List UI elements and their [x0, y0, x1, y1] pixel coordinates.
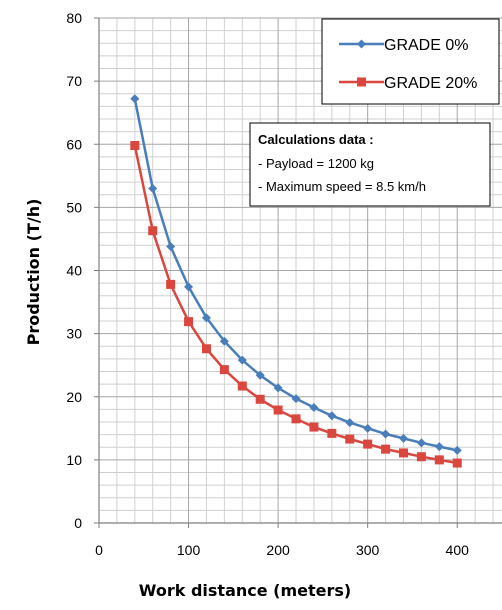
data-point-grade-20	[398, 448, 408, 458]
data-point-grade-20	[219, 365, 229, 375]
data-point-grade-0	[166, 242, 176, 252]
y-tick-label: 30	[66, 326, 82, 342]
axes	[94, 17, 502, 528]
data-point-grade-20	[309, 422, 319, 432]
legend-marker-grade-0	[357, 39, 366, 49]
data-point-grade-0	[363, 423, 373, 433]
data-point-grade-20	[130, 141, 140, 151]
annotation-title: Calculations data :	[258, 132, 374, 147]
y-tick-label: 50	[66, 199, 82, 215]
data-point-grade-20	[201, 344, 211, 354]
y-axis-title: Production (T/h)	[24, 199, 43, 346]
y-tick-label: 20	[66, 389, 82, 405]
data-point-grade-20	[381, 444, 391, 454]
x-tick-label: 200	[266, 542, 290, 558]
annotation-line-speed: - Maximum speed = 8.5 km/h	[258, 179, 426, 194]
data-point-grade-20	[166, 279, 176, 289]
data-point-grade-20	[452, 458, 462, 468]
data-point-grade-0	[452, 445, 462, 455]
data-point-grade-20	[273, 405, 283, 415]
annotation-line-payload: - Payload = 1200 kg	[258, 156, 374, 171]
y-tick-label: 0	[74, 515, 82, 531]
data-point-grade-20	[255, 394, 265, 404]
y-tick-label: 70	[66, 73, 82, 89]
x-tick-labels: 0 100 200 300 400	[95, 542, 469, 558]
x-tick-label: 0	[95, 542, 103, 558]
x-tick-label: 400	[446, 542, 470, 558]
data-point-grade-0	[201, 313, 211, 323]
data-point-grade-20	[327, 428, 337, 438]
data-point-grade-0	[219, 336, 229, 346]
legend: GRADE 0% GRADE 20%	[321, 18, 500, 105]
y-tick-label: 60	[66, 136, 82, 152]
data-point-grade-0	[184, 282, 194, 292]
y-tick-label: 80	[66, 10, 82, 26]
data-point-grade-0	[327, 411, 337, 421]
data-point-grade-0	[291, 394, 301, 404]
data-point-grade-20	[434, 455, 444, 465]
annotation-box: Calculations data : - Payload = 1200 kg …	[249, 122, 491, 207]
data-point-grade-0	[148, 183, 158, 193]
y-tick-label: 40	[66, 263, 82, 279]
series-layer	[130, 94, 462, 468]
data-point-grade-0	[237, 355, 247, 365]
data-point-grade-20	[345, 434, 355, 444]
data-point-grade-0	[434, 442, 444, 452]
data-point-grade-0	[345, 418, 355, 428]
legend-label-grade-0: GRADE 0%	[384, 37, 468, 54]
data-point-grade-0	[273, 383, 283, 393]
x-tick-label: 100	[177, 542, 201, 558]
data-point-grade-0	[309, 402, 319, 412]
data-point-grade-0	[381, 429, 391, 439]
legend-marker-grade-20	[357, 77, 366, 87]
data-point-grade-20	[237, 381, 247, 391]
data-point-grade-20	[363, 439, 373, 449]
legend-label-grade-20: GRADE 20%	[384, 75, 477, 92]
x-axis-title: Work distance (meters)	[139, 581, 351, 600]
data-point-grade-0	[416, 438, 426, 448]
data-point-grade-0	[255, 370, 265, 380]
data-point-grade-20	[416, 452, 426, 462]
y-tick-labels: 0 10 20 30 40 50 60 70 80	[66, 10, 82, 531]
data-point-grade-20	[148, 226, 158, 236]
data-point-grade-20	[184, 317, 194, 327]
y-tick-label: 10	[66, 452, 82, 468]
x-tick-label: 300	[356, 542, 380, 558]
data-point-grade-20	[291, 414, 301, 424]
data-point-grade-0	[130, 94, 140, 104]
data-point-grade-0	[398, 433, 408, 443]
